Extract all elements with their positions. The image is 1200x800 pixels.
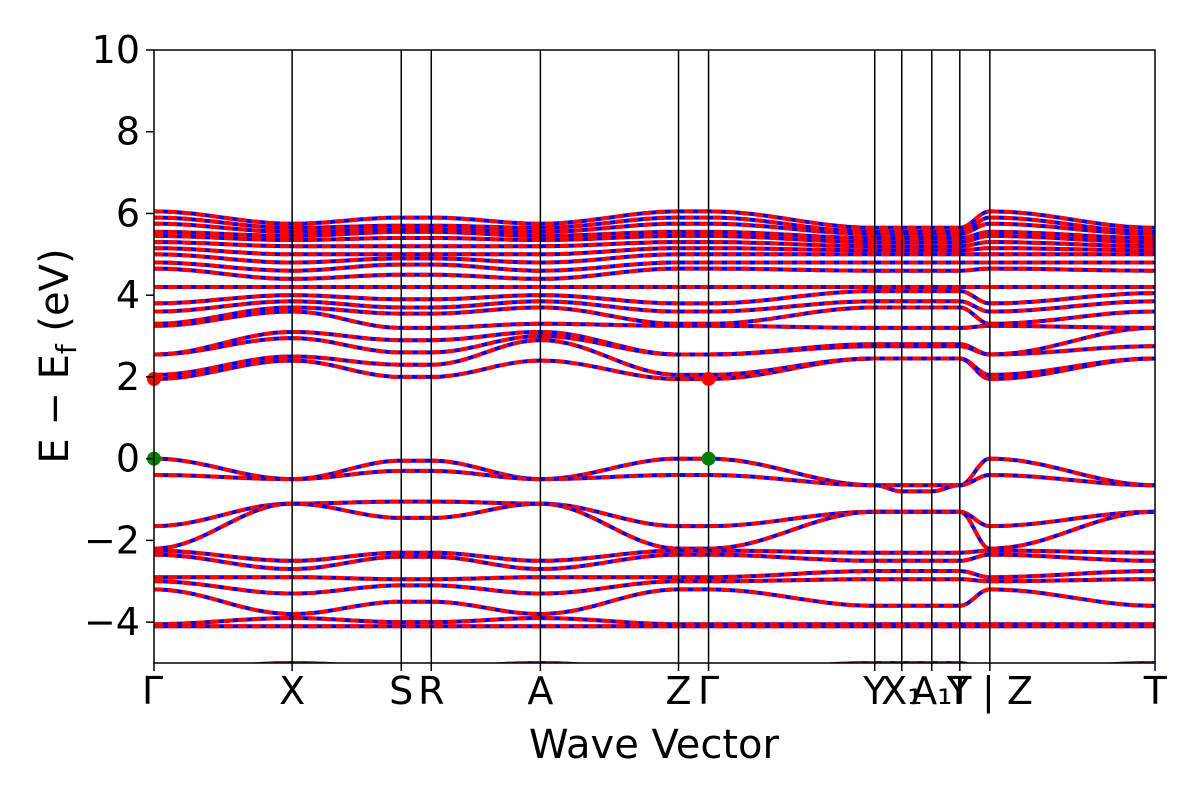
plot-frame: [153, 49, 1156, 664]
y-axis-title-main: E − E: [32, 354, 78, 464]
band-line-red-6: [154, 569, 1155, 582]
y-axis-title-unit: (eV): [32, 248, 78, 344]
x-tick-label-2: S: [389, 669, 413, 713]
bands-layer: [154, 209, 1155, 663]
y-axis-title-sub: f: [50, 343, 83, 354]
x-tick-label-12: T: [1143, 669, 1168, 713]
x-tick-label-6: Γ: [698, 669, 719, 713]
band-line-red-8: [154, 587, 1155, 617]
band-line-red-3: [154, 501, 1155, 551]
band-line-red-4: [154, 548, 1155, 563]
band-line-red-18: [154, 299, 1155, 314]
y-tick-label-7: 10: [92, 28, 140, 72]
y-tick-label-2: 0: [116, 437, 140, 481]
band-line-red-16: [154, 309, 1155, 330]
band-line-red-21: [154, 266, 1155, 281]
y-axis-title: E − Ef (eV): [32, 248, 83, 463]
band-line-blue-15: [154, 325, 1155, 357]
x-tick-label-9: A₁: [911, 669, 952, 713]
band-line-red-24: [154, 246, 1155, 257]
band-line-red-30: [154, 209, 1155, 230]
band-line-red-14: [154, 334, 1155, 357]
band-line-red-23: [154, 252, 1155, 265]
band-line-red-5: [154, 552, 1155, 571]
x-tick-label-7: Y: [862, 669, 887, 713]
band-line-red-26: [154, 233, 1155, 245]
kpoint-lines: [291, 50, 991, 663]
extremum-markers: [147, 371, 716, 466]
y-tick-label-4: 4: [116, 273, 140, 317]
band-line-red-19: [154, 289, 1155, 306]
band-line-red-28: [154, 221, 1155, 236]
x-tick-label-8: X₁: [881, 669, 922, 713]
band-line-red-17: [154, 305, 1155, 326]
band-line-red-13: [154, 338, 1155, 377]
y-tick-label-0: −4: [84, 600, 140, 644]
band-line-blue-13: [154, 338, 1155, 377]
band-line-red-1: [154, 468, 1155, 494]
x-tick-label-0: Γ: [142, 669, 163, 713]
y-tick-label-6: 8: [116, 110, 140, 154]
band-line-red-29: [154, 215, 1155, 234]
y-tick-label-5: 6: [116, 191, 140, 235]
x-tick-label-11: Y | Z: [946, 669, 1033, 714]
band-line-red-22: [154, 260, 1155, 273]
band-line-red-27: [154, 229, 1155, 240]
band-line-red-7: [154, 577, 1155, 596]
band-line-red-25: [154, 240, 1155, 249]
band-line-red-0: [154, 456, 1155, 488]
x-tick-label-1: X: [279, 669, 305, 713]
x-tick-label-10: T: [947, 669, 972, 713]
band-line-blue-0: [154, 456, 1155, 488]
x-tick-label-3: R: [418, 669, 444, 713]
cbm-marker-1: [701, 371, 716, 386]
x-axis-title: Wave Vector: [529, 722, 780, 768]
vbm-marker-3: [701, 451, 716, 466]
y-tick-label-1: −2: [84, 518, 140, 562]
x-tick-label-5: Z: [666, 669, 692, 713]
x-tick-label-4: A: [527, 669, 553, 713]
y-tick-label-3: 2: [116, 355, 140, 399]
y-axis-ticks: −4 −2 0 2 4 6 8 10: [84, 28, 154, 644]
